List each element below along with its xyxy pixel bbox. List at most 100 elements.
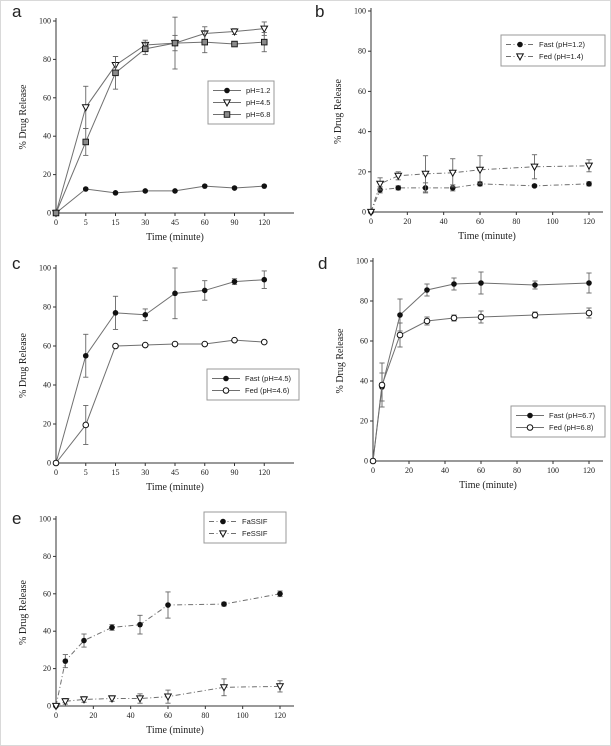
svg-text:% Drug Release: % Drug Release [335, 328, 346, 394]
svg-text:90: 90 [231, 218, 239, 227]
svg-text:40: 40 [358, 127, 366, 136]
svg-text:60: 60 [476, 217, 484, 226]
svg-text:Time (minute): Time (minute) [146, 482, 204, 493]
svg-text:Fed (pH=4.6): Fed (pH=4.6) [245, 386, 290, 395]
svg-text:Time (minute): Time (minute) [146, 725, 204, 736]
panel-d: d 0 20 40 60 80 100 0 20 40 60 80 100 120 Time (minut… [301, 251, 610, 497]
svg-text:40: 40 [441, 466, 449, 475]
svg-text:% Drug Release: % Drug Release [18, 84, 29, 150]
svg-text:0: 0 [47, 209, 51, 218]
panel-c-letter: c [12, 254, 21, 273]
svg-text:40: 40 [127, 711, 135, 720]
svg-text:Fed (pH=1.4): Fed (pH=1.4) [539, 52, 584, 61]
svg-text:100: 100 [39, 515, 51, 524]
svg-text:15: 15 [112, 218, 120, 227]
svg-text:Time (minute): Time (minute) [458, 231, 516, 242]
svg-text:Time (minute): Time (minute) [459, 480, 517, 491]
svg-text:20: 20 [403, 217, 411, 226]
svg-text:Fast (pH=1.2): Fast (pH=1.2) [539, 40, 586, 49]
svg-text:Fast (pH=4.5): Fast (pH=4.5) [245, 374, 292, 383]
svg-text:20: 20 [405, 466, 413, 475]
svg-text:0: 0 [369, 217, 373, 226]
svg-text:0: 0 [54, 468, 58, 477]
svg-text:0: 0 [47, 702, 51, 711]
svg-text:20: 20 [89, 711, 97, 720]
svg-text:120: 120 [258, 218, 270, 227]
svg-text:120: 120 [583, 217, 595, 226]
svg-text:60: 60 [201, 218, 209, 227]
svg-text:80: 80 [201, 711, 209, 720]
svg-text:120: 120 [274, 711, 286, 720]
svg-text:60: 60 [360, 337, 368, 346]
svg-text:0: 0 [54, 218, 58, 227]
svg-text:120: 120 [583, 466, 595, 475]
svg-text:100: 100 [356, 257, 368, 266]
svg-text:FeSSIF: FeSSIF [242, 529, 268, 538]
svg-text:80: 80 [358, 47, 366, 56]
svg-text:20: 20 [43, 170, 51, 179]
svg-text:80: 80 [360, 297, 368, 306]
svg-text:% Drug Release: % Drug Release [18, 332, 29, 398]
panel-c: c 0 20 40 60 80 100 0 5 15 30 45 60 90 120 Time (minut… [1, 253, 301, 499]
svg-text:Time (minute): Time (minute) [146, 232, 204, 243]
svg-text:15: 15 [112, 468, 120, 477]
svg-text:20: 20 [43, 420, 51, 429]
svg-text:Fast (pH=6.7): Fast (pH=6.7) [549, 411, 596, 420]
panel-e-letter: e [12, 509, 22, 528]
panel-a: a 0 20 40 60 80 100 0 5 15 30 45 60 90 120 Time (minut… [1, 1, 301, 249]
svg-text:100: 100 [39, 17, 51, 26]
chart-c-canvas: 0 20 40 60 80 100 0 5 15 30 45 60 90 120 Time (minute)… [18, 264, 300, 493]
svg-text:pH=6.8: pH=6.8 [246, 110, 270, 119]
svg-text:0: 0 [47, 459, 51, 468]
panel-a-letter: a [12, 2, 22, 21]
panel-b-letter: b [315, 2, 325, 21]
svg-text:40: 40 [440, 217, 448, 226]
chart-d-canvas: 0 20 40 60 80 100 0 20 40 60 80 100 120 Time (minute)… [335, 257, 606, 491]
svg-text:45: 45 [171, 468, 179, 477]
chart-a-canvas: 0 20 40 60 80 100 0 5 15 30 45 60 90 120 Time (minute)… [18, 17, 294, 243]
svg-text:100: 100 [237, 711, 249, 720]
svg-text:0: 0 [362, 208, 366, 217]
svg-text:20: 20 [358, 167, 366, 176]
svg-text:60: 60 [43, 93, 51, 102]
svg-text:0: 0 [54, 711, 58, 720]
panel-d-letter: d [318, 254, 328, 273]
panel-b: b 0 20 40 60 80 100 0 20 40 60 80 100 120 Time (minut… [301, 1, 610, 251]
svg-text:5: 5 [84, 218, 88, 227]
svg-text:% Drug Release: % Drug Release [333, 78, 344, 144]
svg-text:40: 40 [360, 377, 368, 386]
svg-text:60: 60 [477, 466, 485, 475]
chart-b-canvas: 0 20 40 60 80 100 0 20 40 60 80 100 120 Time (minute)… [333, 7, 606, 242]
panel-e: e 0 20 40 60 80 100 0 20 40 60 80 100 120 Time (minut… [1, 499, 301, 745]
svg-text:40: 40 [43, 381, 51, 390]
svg-text:5: 5 [84, 468, 88, 477]
svg-text:0: 0 [364, 457, 368, 466]
svg-text:pH=4.5: pH=4.5 [246, 98, 270, 107]
svg-text:30: 30 [141, 218, 149, 227]
svg-text:100: 100 [354, 7, 366, 16]
svg-text:100: 100 [547, 217, 559, 226]
svg-text:Fed (pH=6.8): Fed (pH=6.8) [549, 423, 594, 432]
svg-text:80: 80 [43, 55, 51, 64]
svg-text:90: 90 [231, 468, 239, 477]
svg-text:% Drug Release: % Drug Release [18, 579, 29, 645]
svg-text:100: 100 [39, 264, 51, 273]
svg-text:80: 80 [512, 217, 520, 226]
svg-text:60: 60 [43, 589, 51, 598]
svg-text:40: 40 [43, 627, 51, 636]
svg-text:45: 45 [171, 218, 179, 227]
svg-text:80: 80 [43, 303, 51, 312]
svg-text:20: 20 [360, 417, 368, 426]
svg-text:60: 60 [164, 711, 172, 720]
svg-text:80: 80 [513, 466, 521, 475]
svg-text:30: 30 [141, 468, 149, 477]
svg-text:pH=1.2: pH=1.2 [246, 86, 270, 95]
svg-text:FaSSIF: FaSSIF [242, 517, 268, 526]
svg-text:100: 100 [547, 466, 559, 475]
svg-text:40: 40 [43, 132, 51, 141]
chart-e-canvas: 0 20 40 60 80 100 0 20 40 60 80 100 120 Time (minute)… [18, 511, 294, 736]
svg-text:60: 60 [358, 87, 366, 96]
svg-text:80: 80 [43, 552, 51, 561]
svg-text:0: 0 [371, 466, 375, 475]
